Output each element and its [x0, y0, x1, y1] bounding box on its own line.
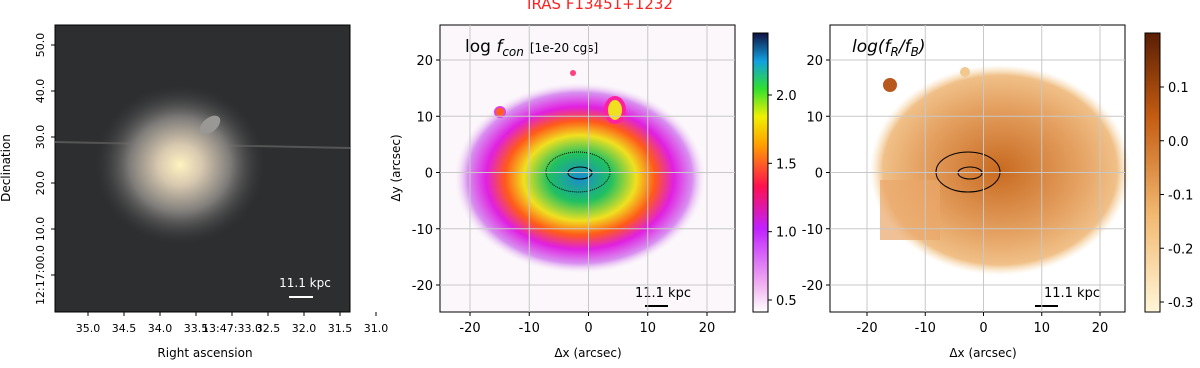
x-tick-label: 0 — [584, 321, 592, 336]
x-tick-label: 10 — [1033, 321, 1050, 336]
galaxy — [95, 85, 265, 245]
y-tick-label: -10 — [412, 223, 433, 238]
x-tick-label: 35.0 — [76, 322, 101, 335]
x-tick-label: 34.5 — [112, 322, 137, 335]
label-part: /f — [897, 37, 914, 57]
x-tick-label: 20 — [699, 321, 716, 336]
y-axis-label: Declination — [0, 134, 13, 202]
patch — [880, 180, 940, 240]
colorbar-tick-label: 0.1 — [1168, 81, 1189, 96]
y-axis-label: Δy (arcsec) — [389, 134, 403, 201]
scale-bar-label: 11.1 kpc — [279, 276, 331, 290]
panel-label: log(fR/fB) — [852, 37, 925, 59]
colorbar-tick-label: 0.5 — [776, 294, 797, 309]
galaxy — [455, 83, 705, 273]
x-tick-label: 13:47:33.0 — [202, 322, 262, 335]
x-tick-label: 31.5 — [328, 322, 353, 335]
colorbar-tick-label: 0.0 — [1168, 135, 1189, 150]
companion — [604, 96, 626, 124]
label-prefix: log — [465, 37, 496, 57]
y-tick-label: 20.0 — [34, 171, 47, 196]
colorbar-tick-label: 1.5 — [776, 157, 797, 172]
panel-label: log fcon [1e-20 cgs] — [465, 37, 598, 59]
y-tick-label: -10 — [802, 223, 823, 238]
y-tick-label: 0 — [815, 167, 823, 182]
y-tick-label: 12:17:00.0 — [34, 245, 47, 305]
x-tick-label: 0 — [979, 321, 987, 336]
label-subscript: R — [891, 45, 899, 59]
y-tick-label: 20 — [806, 54, 823, 69]
y-tick-label: -20 — [802, 279, 823, 294]
y-tick-label: 10 — [806, 110, 823, 125]
axes-frame — [439, 24, 736, 313]
scale-bar-label: 11.1 kpc — [1044, 286, 1100, 301]
colorbar-tick-label: -0.2 — [1168, 242, 1193, 257]
label-part: log(f — [852, 37, 894, 57]
y-tick-label: 0 — [425, 167, 433, 182]
y-tick-label: 10 — [416, 110, 433, 125]
x-tick-label: -10 — [915, 321, 936, 336]
label-subscript: B — [911, 45, 919, 59]
y-tick-label: 30.0 — [34, 125, 47, 150]
source — [883, 78, 897, 92]
x-tick-label: 33.5 — [184, 322, 209, 335]
x-axis-label: Right ascension — [157, 346, 252, 360]
colorbar — [752, 32, 769, 313]
y-tick-label: 10.0 — [34, 217, 47, 242]
x-axis-label: Δx (arcsec) — [949, 346, 1016, 360]
colorbar-tick-label: 1.0 — [776, 226, 797, 241]
label-symbol: f — [496, 37, 505, 57]
axes-frame — [829, 24, 1126, 313]
colorbar-tick-label: -0.1 — [1168, 189, 1193, 204]
label-part: ) — [917, 37, 926, 57]
source — [494, 106, 506, 118]
x-tick-label: 32.5 — [256, 322, 281, 335]
x-tick-label: 34.0 — [148, 322, 173, 335]
y-tick-label: 50.0 — [34, 33, 47, 58]
x-tick-label: 10 — [639, 321, 656, 336]
x-tick-label: -10 — [519, 321, 540, 336]
source — [960, 67, 970, 77]
x-axis-label: Δx (arcsec) — [554, 346, 621, 360]
label-subscript: con — [502, 45, 524, 59]
x-tick-label: 32.0 — [292, 322, 317, 335]
y-tick-label: -20 — [412, 279, 433, 294]
scale-bar-label: 11.1 kpc — [635, 286, 691, 301]
colorbar-tick-label: -0.3 — [1168, 296, 1193, 311]
y-tick-label: 20 — [416, 54, 433, 69]
figure-title: IRAS F13451+1232 — [527, 0, 673, 13]
source — [570, 70, 576, 76]
x-tick-label: 31.0 — [364, 322, 389, 335]
x-tick-label: 20 — [1092, 321, 1109, 336]
y-tick-label: 40.0 — [34, 79, 47, 104]
colorbar-tick-label: 2.0 — [776, 89, 797, 104]
x-tick-label: -20 — [459, 321, 480, 336]
companion — [199, 115, 221, 135]
colorbar — [1144, 32, 1161, 313]
label-unit: [1e-20 cgs] — [530, 41, 598, 55]
x-tick-label: -20 — [856, 321, 877, 336]
